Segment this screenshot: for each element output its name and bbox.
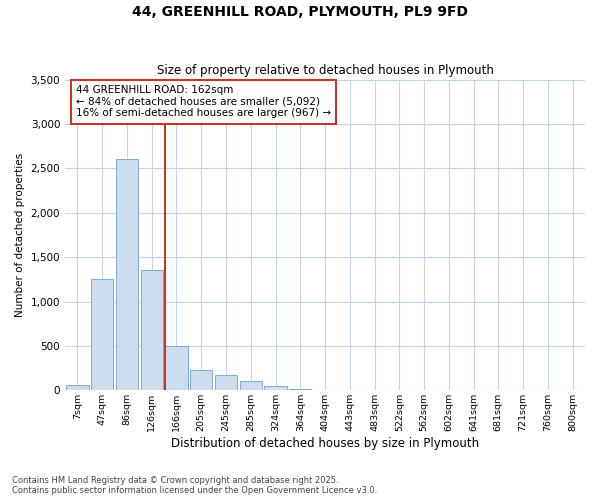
Bar <box>239 380 262 390</box>
Bar <box>289 388 311 390</box>
Bar <box>66 386 89 390</box>
Bar <box>166 346 188 391</box>
Text: 44 GREENHILL ROAD: 162sqm
← 84% of detached houses are smaller (5,092)
16% of se: 44 GREENHILL ROAD: 162sqm ← 84% of detac… <box>76 85 331 118</box>
Text: 44, GREENHILL ROAD, PLYMOUTH, PL9 9FD: 44, GREENHILL ROAD, PLYMOUTH, PL9 9FD <box>132 5 468 19</box>
Y-axis label: Number of detached properties: Number of detached properties <box>15 153 25 317</box>
Bar <box>116 160 138 390</box>
Bar <box>190 370 212 390</box>
Bar <box>140 270 163 390</box>
Bar <box>265 386 287 390</box>
X-axis label: Distribution of detached houses by size in Plymouth: Distribution of detached houses by size … <box>171 437 479 450</box>
Bar <box>215 375 237 390</box>
Text: Contains HM Land Registry data © Crown copyright and database right 2025.
Contai: Contains HM Land Registry data © Crown c… <box>12 476 377 495</box>
Bar <box>91 280 113 390</box>
Title: Size of property relative to detached houses in Plymouth: Size of property relative to detached ho… <box>157 64 493 77</box>
